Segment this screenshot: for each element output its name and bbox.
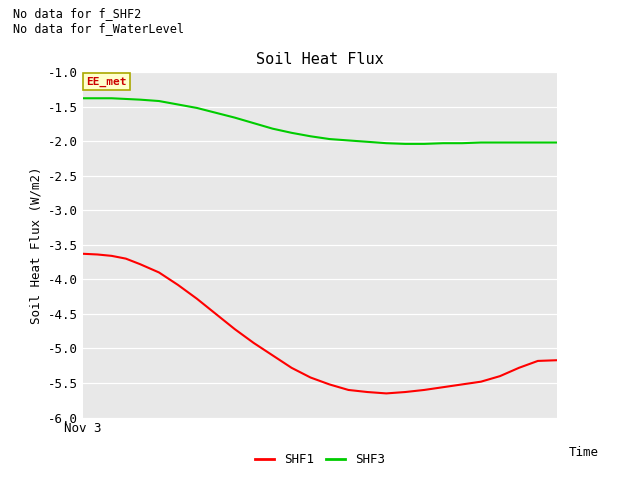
Text: No data for f_WaterLevel: No data for f_WaterLevel bbox=[13, 22, 184, 35]
Text: EE_met: EE_met bbox=[86, 77, 127, 87]
Text: No data for f_SHF2: No data for f_SHF2 bbox=[13, 7, 141, 20]
Text: Time: Time bbox=[568, 446, 598, 459]
Title: Soil Heat Flux: Soil Heat Flux bbox=[256, 52, 384, 67]
Y-axis label: Soil Heat Flux (W/m2): Soil Heat Flux (W/m2) bbox=[30, 166, 43, 324]
Legend: SHF1, SHF3: SHF1, SHF3 bbox=[250, 448, 390, 471]
